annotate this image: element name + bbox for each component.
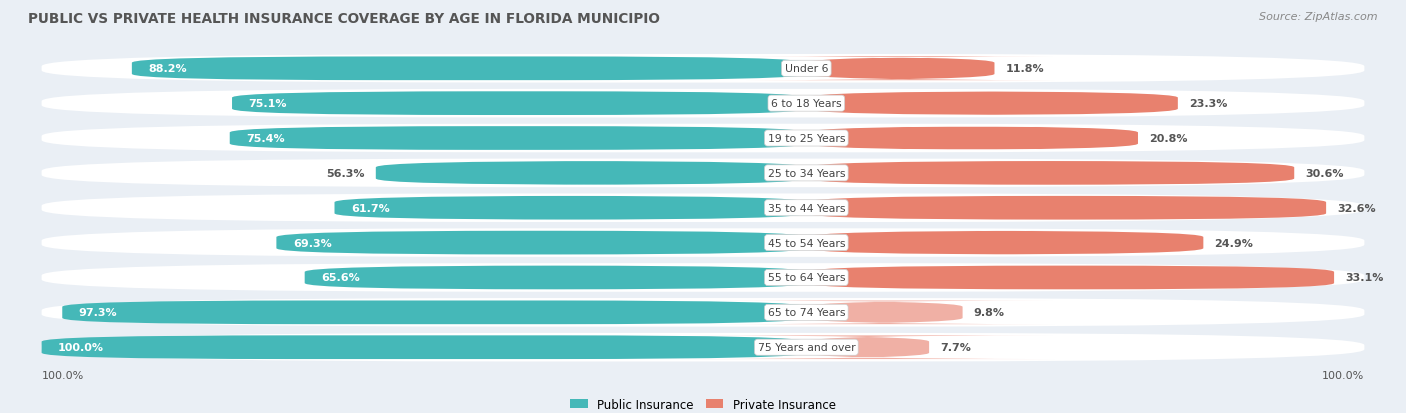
Text: 45 to 54 Years: 45 to 54 Years <box>768 238 845 248</box>
FancyBboxPatch shape <box>42 333 1364 362</box>
FancyBboxPatch shape <box>806 161 1295 185</box>
FancyBboxPatch shape <box>806 266 1334 290</box>
FancyBboxPatch shape <box>335 197 806 220</box>
Text: 65 to 74 Years: 65 to 74 Years <box>768 308 845 318</box>
FancyBboxPatch shape <box>42 90 1364 118</box>
Text: 56.3%: 56.3% <box>326 169 364 178</box>
FancyBboxPatch shape <box>747 57 1054 81</box>
FancyBboxPatch shape <box>42 124 1364 153</box>
Text: 55 to 64 Years: 55 to 64 Years <box>768 273 845 283</box>
Text: 7.7%: 7.7% <box>941 342 972 352</box>
Text: 88.2%: 88.2% <box>149 64 187 74</box>
Text: 35 to 44 Years: 35 to 44 Years <box>768 203 845 213</box>
Text: 100.0%: 100.0% <box>42 370 84 380</box>
Text: 75.4%: 75.4% <box>246 134 285 144</box>
FancyBboxPatch shape <box>42 159 1364 188</box>
FancyBboxPatch shape <box>42 55 1364 83</box>
Text: PUBLIC VS PRIVATE HEALTH INSURANCE COVERAGE BY AGE IN FLORIDA MUNICIPIO: PUBLIC VS PRIVATE HEALTH INSURANCE COVER… <box>28 12 659 26</box>
FancyBboxPatch shape <box>62 301 806 324</box>
Text: 25 to 34 Years: 25 to 34 Years <box>768 169 845 178</box>
Text: 33.1%: 33.1% <box>1346 273 1384 283</box>
FancyBboxPatch shape <box>42 335 806 359</box>
FancyBboxPatch shape <box>42 229 1364 257</box>
FancyBboxPatch shape <box>806 92 1178 116</box>
FancyBboxPatch shape <box>277 231 806 255</box>
FancyBboxPatch shape <box>681 335 1054 359</box>
FancyBboxPatch shape <box>42 263 1364 292</box>
Text: 30.6%: 30.6% <box>1305 169 1344 178</box>
FancyBboxPatch shape <box>42 298 1364 327</box>
Text: 100.0%: 100.0% <box>1322 370 1364 380</box>
Text: 75.1%: 75.1% <box>249 99 287 109</box>
Text: 20.8%: 20.8% <box>1149 134 1188 144</box>
FancyBboxPatch shape <box>232 92 806 116</box>
Text: 65.6%: 65.6% <box>321 273 360 283</box>
FancyBboxPatch shape <box>305 266 806 290</box>
Text: 24.9%: 24.9% <box>1215 238 1253 248</box>
Text: 61.7%: 61.7% <box>352 203 389 213</box>
Text: 97.3%: 97.3% <box>79 308 118 318</box>
FancyBboxPatch shape <box>806 127 1137 150</box>
Text: 6 to 18 Years: 6 to 18 Years <box>770 99 842 109</box>
Text: 100.0%: 100.0% <box>58 342 104 352</box>
FancyBboxPatch shape <box>806 231 1204 255</box>
Text: Under 6: Under 6 <box>785 64 828 74</box>
FancyBboxPatch shape <box>714 301 1054 324</box>
Text: 75 Years and over: 75 Years and over <box>758 342 855 352</box>
FancyBboxPatch shape <box>132 57 806 81</box>
FancyBboxPatch shape <box>42 194 1364 223</box>
Text: 69.3%: 69.3% <box>292 238 332 248</box>
FancyBboxPatch shape <box>229 127 806 150</box>
Text: 9.8%: 9.8% <box>973 308 1005 318</box>
Text: 11.8%: 11.8% <box>1005 64 1045 74</box>
Legend: Public Insurance, Private Insurance: Public Insurance, Private Insurance <box>565 393 841 413</box>
Text: 19 to 25 Years: 19 to 25 Years <box>768 134 845 144</box>
FancyBboxPatch shape <box>806 197 1326 220</box>
Text: 23.3%: 23.3% <box>1189 99 1227 109</box>
Text: 32.6%: 32.6% <box>1337 203 1375 213</box>
FancyBboxPatch shape <box>375 161 806 185</box>
Text: Source: ZipAtlas.com: Source: ZipAtlas.com <box>1260 12 1378 22</box>
